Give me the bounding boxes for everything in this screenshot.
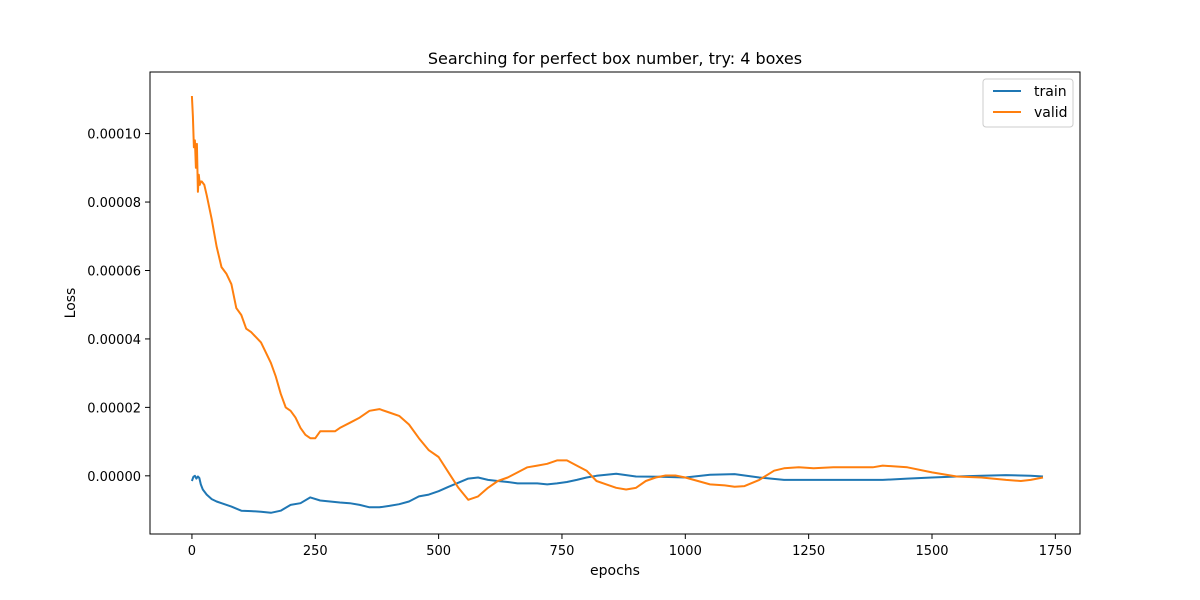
x-tick-label: 1250 (792, 544, 825, 559)
legend-label-train: train (1034, 84, 1067, 100)
legend-label-valid: valid (1034, 105, 1068, 121)
y-axis: 0.00000 0.00002 0.00004 0.00006 0.00008 0.000… (87, 128, 150, 485)
x-tick-label: 1750 (1039, 544, 1072, 559)
y-tick-label: 0.00006 (87, 264, 141, 279)
series-line-valid (190, 95, 1044, 501)
plot-frame (149, 71, 1081, 535)
series-line-train (190, 472, 1044, 514)
chart-title: Searching for perfect box number, try: 4… (428, 49, 802, 68)
y-tick-label: 0.00002 (87, 401, 141, 416)
series-layer (190, 95, 1044, 514)
y-tick-label: 0.00010 (87, 128, 141, 143)
x-axis: 0 250 500 750 1000 1250 1500 1750 (188, 534, 1072, 559)
x-tick-label: 750 (550, 544, 575, 559)
y-axis-label: Loss (63, 288, 79, 319)
y-tick-label: 0.00008 (87, 196, 141, 211)
y-tick-label: 0.00004 (87, 333, 141, 348)
legend: train valid (982, 78, 1074, 128)
x-axis-label: epochs (590, 563, 640, 579)
x-tick-label: 0 (188, 544, 196, 559)
y-tick-label: 0.00000 (87, 470, 141, 485)
x-tick-label: 1500 (915, 544, 948, 559)
x-tick-label: 500 (426, 544, 451, 559)
x-tick-label: 1000 (669, 544, 702, 559)
x-tick-label: 250 (303, 544, 328, 559)
